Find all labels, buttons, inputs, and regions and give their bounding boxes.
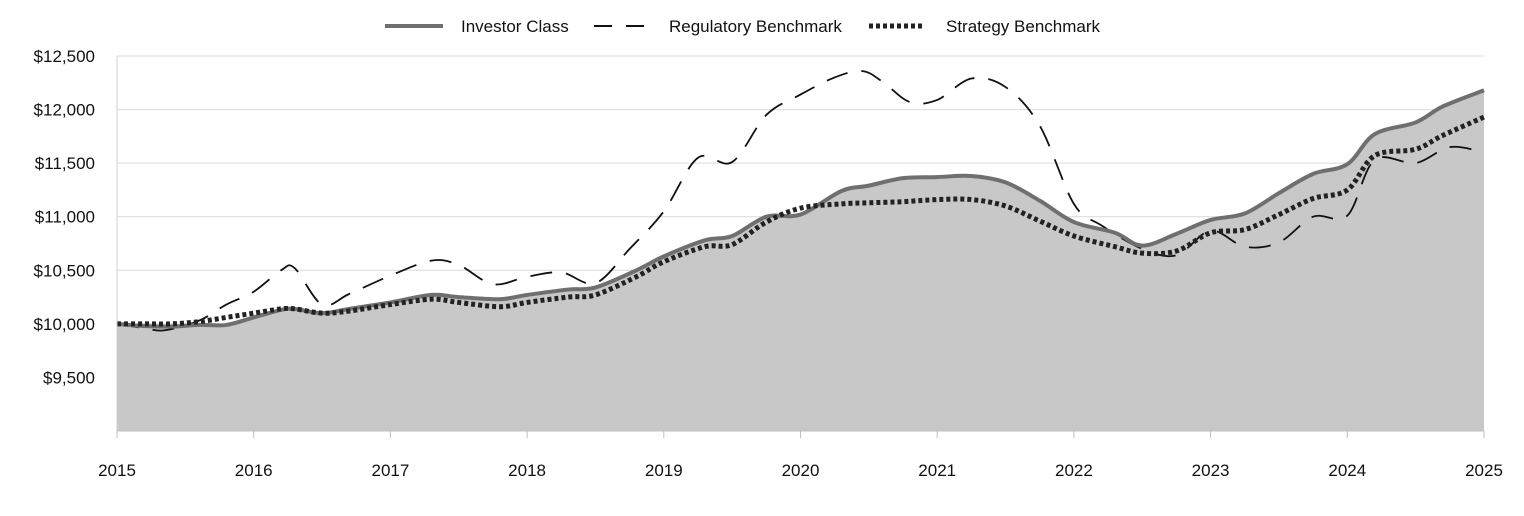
x-axis-ticks: 2015 2016 2017 2018 2019 2020 2021 2022 2023 2024… bbox=[98, 431, 1503, 480]
x-tick-label: 2021 bbox=[918, 461, 956, 480]
x-tick-label: 2018 bbox=[508, 461, 546, 480]
x-tick-label: 2017 bbox=[371, 461, 409, 480]
legend: Investor Class Regulatory Benchmark Stra… bbox=[385, 17, 1101, 36]
investor-class-area bbox=[117, 90, 1484, 431]
legend-label-investor-class: Investor Class bbox=[461, 17, 569, 36]
x-tick-label: 2015 bbox=[98, 461, 136, 480]
x-tick-label: 2022 bbox=[1055, 461, 1093, 480]
y-tick-label: $12,000 bbox=[34, 101, 95, 120]
legend-label-regulatory-benchmark: Regulatory Benchmark bbox=[669, 17, 842, 36]
series-line-strategy-benchmark bbox=[117, 114, 1486, 327]
y-tick-label: $11,000 bbox=[35, 208, 95, 227]
x-tick-label: 2024 bbox=[1328, 461, 1366, 480]
area-layer bbox=[117, 90, 1484, 431]
x-tick-label: 2025 bbox=[1465, 461, 1503, 480]
y-tick-label: $11,500 bbox=[35, 154, 95, 173]
series-lines bbox=[116, 70, 1486, 332]
x-tick-label: 2016 bbox=[235, 461, 273, 480]
legend-label-strategy-benchmark: Strategy Benchmark bbox=[946, 17, 1101, 36]
x-tick-label: 2023 bbox=[1192, 461, 1230, 480]
x-tick-label: 2020 bbox=[782, 461, 820, 480]
y-tick-label: $10,500 bbox=[34, 261, 95, 280]
y-axis-ticks: $9,500 $10,000 $10,500 $11,000 $11,500 $12,00… bbox=[34, 47, 95, 387]
y-tick-label: $10,000 bbox=[34, 315, 95, 334]
y-tick-label: $9,500 bbox=[43, 368, 95, 387]
x-tick-label: 2019 bbox=[645, 461, 683, 480]
y-tick-label: $12,500 bbox=[34, 47, 95, 66]
